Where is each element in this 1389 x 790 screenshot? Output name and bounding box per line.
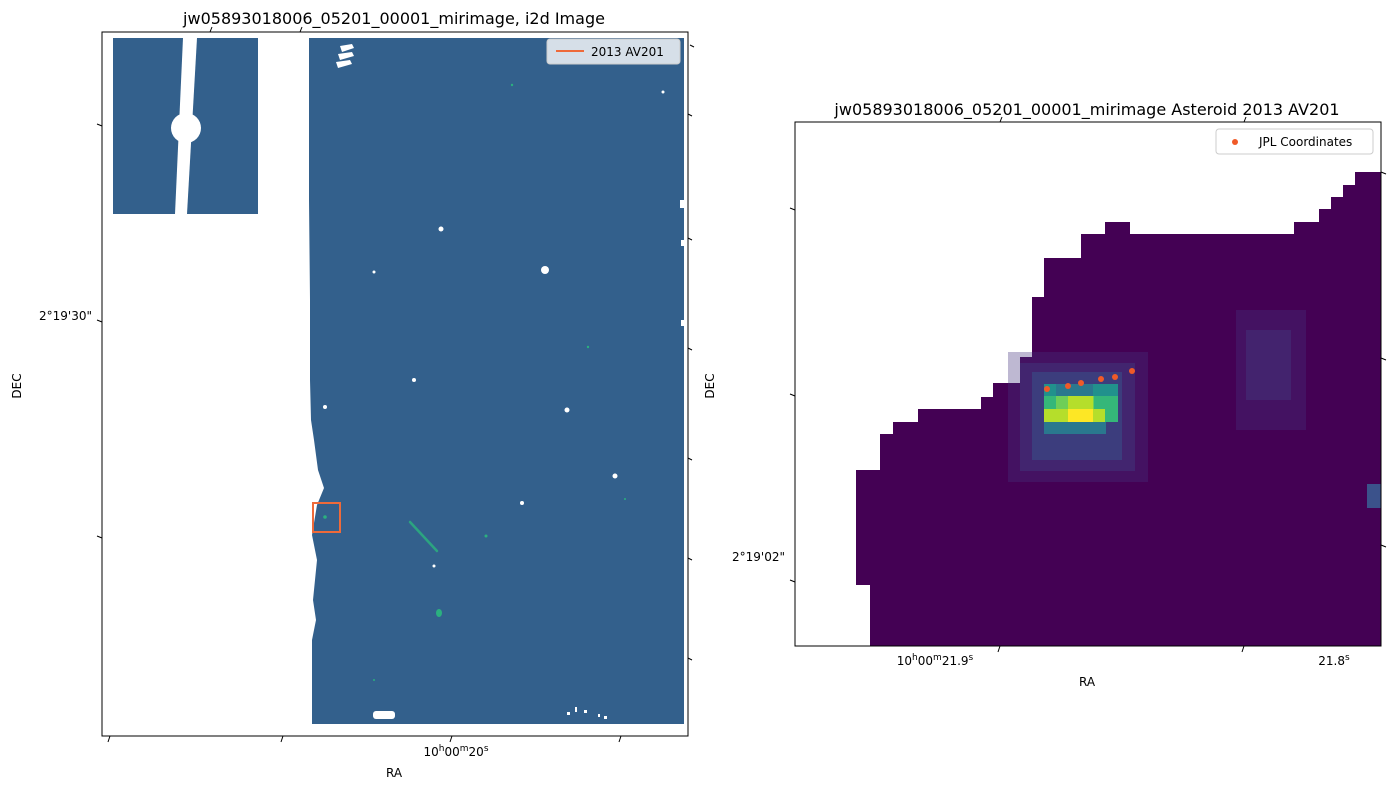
right-legend-label: JPL Coordinates [1258, 135, 1352, 149]
missing-corner [856, 585, 870, 646]
right-plot-frame [794, 121, 1382, 647]
right-panel-title: jw05893018006_05201_00001_mirimage Aster… [833, 100, 1339, 120]
jpl-coordinate-point [1044, 386, 1050, 392]
inset-hole [171, 113, 201, 143]
asteroid-box [312, 502, 341, 533]
masked-pixels [323, 44, 684, 719]
cutout-image [856, 172, 1381, 646]
right-x-axis-label: RA [1079, 675, 1096, 689]
imager-field [309, 38, 684, 724]
bright-sources [323, 83, 626, 681]
left-legend-label: 2013 AV201 [591, 45, 664, 59]
cutout-background [856, 172, 1381, 646]
jpl-coordinate-point [1065, 383, 1071, 389]
right-y-axis-label: DEC [703, 373, 717, 398]
jpl-coordinate-point [1078, 380, 1084, 386]
right-y-tick-label: 2°19'02" [732, 550, 785, 564]
left-detector-image [113, 38, 684, 724]
asteroid-pixels [1044, 384, 1118, 434]
jpl-coordinate-point [1098, 376, 1104, 382]
left-y-tick-label: 2°19'30" [39, 309, 92, 323]
right-panel: jw05893018006_05201_00001_mirimage Aster… [703, 100, 1387, 689]
right-x-tick-label-2: 21.8s [1318, 653, 1350, 668]
jpl-coordinate-point [1112, 374, 1118, 380]
left-x-tick-label: 10h00m20s [423, 744, 488, 759]
left-x-axis-label: RA [386, 766, 403, 780]
left-panel: jw05893018006_05201_00001_mirimage, i2d … [10, 9, 695, 780]
legend-point-swatch [1232, 139, 1238, 145]
right-ticks [789, 116, 1387, 653]
jpl-coordinate-point [1129, 368, 1135, 374]
left-legend: 2013 AV201 [546, 38, 681, 65]
right-legend: JPL Coordinates [1215, 128, 1374, 155]
jpl-points [1044, 368, 1135, 392]
left-y-axis-label: DEC [10, 373, 24, 398]
right-x-tick-label-1: 10h00m21.9s [897, 653, 974, 668]
left-panel-title: jw05893018006_05201_00001_mirimage, i2d … [182, 9, 605, 29]
left-ticks [96, 26, 695, 743]
